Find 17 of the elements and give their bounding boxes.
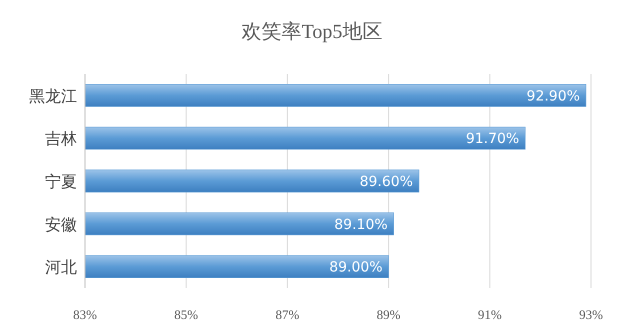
y-tick-label: 宁夏 xyxy=(45,172,77,191)
data-label: 89.00% xyxy=(329,260,383,276)
x-tick-label: 93% xyxy=(579,307,604,322)
data-label: 89.60% xyxy=(360,174,413,190)
x-tick-label: 83% xyxy=(73,307,98,322)
x-tick-label: 85% xyxy=(174,307,198,322)
y-tick-label: 河北 xyxy=(45,258,77,277)
chart-title: 欢笑率Top5地区 xyxy=(242,21,382,43)
y-tick-label: 吉林 xyxy=(45,129,77,148)
x-tick-label: 91% xyxy=(478,307,502,322)
x-tick-label: 89% xyxy=(376,307,401,322)
data-label: 91.70% xyxy=(466,131,520,148)
data-label: 89.10% xyxy=(334,216,388,233)
data-label: 92.90% xyxy=(526,88,580,104)
y-tick-label: 安徽 xyxy=(45,214,77,234)
x-tick-label: 87% xyxy=(275,307,300,322)
y-tick-label: 黑龙江 xyxy=(29,86,77,106)
